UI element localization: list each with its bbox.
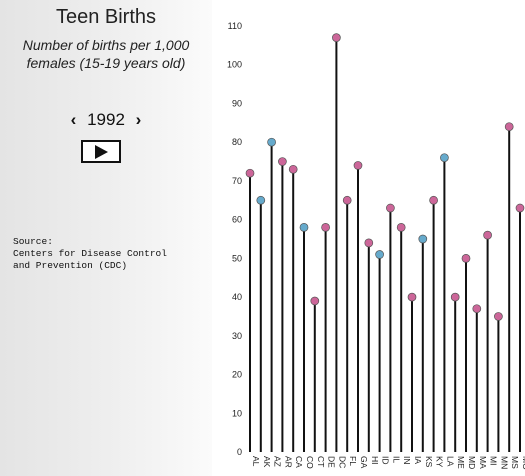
x-tick-label: AR (283, 456, 293, 468)
x-tick-label: HI (370, 456, 380, 465)
dot-mn[interactable] (494, 312, 503, 321)
y-tick-label: 60 (232, 215, 242, 225)
x-tick-label: CT (316, 456, 326, 467)
year-selector: ‹ 1992 › (0, 110, 212, 130)
dot-hi[interactable] (364, 238, 374, 248)
next-year-button[interactable]: › (135, 110, 142, 129)
y-tick-label: 50 (232, 253, 242, 263)
x-tick-label: CA (294, 456, 304, 468)
x-tick-label: MA (478, 456, 488, 469)
x-tick-label: MN (499, 456, 509, 469)
x-tick-label: IA (413, 456, 423, 464)
x-tick-label: GA (359, 456, 369, 469)
y-tick-label: 80 (232, 137, 242, 147)
play-button[interactable] (81, 140, 121, 163)
x-tick-label: MD (467, 456, 477, 469)
x-tick-label: MO (521, 456, 525, 470)
dot-id[interactable] (375, 250, 384, 259)
lollipop-chart: 0 10 20 30 40 50 60 70 80 90 100 110 AL AK AZ AR CA CO CT… (227, 21, 525, 470)
source-line-1: Source: (13, 236, 53, 247)
subtitle-line-1: Number of births per 1,000 (22, 37, 190, 53)
page-subtitle: Number of births per 1,000 females (15-1… (0, 36, 212, 72)
dot-dc[interactable] (332, 33, 341, 42)
y-axis: 0 10 20 30 40 50 60 70 80 90 100 110 (227, 21, 242, 457)
y-tick-label: 90 (232, 98, 242, 108)
dot-mo[interactable] (515, 203, 525, 213)
x-tick-label: MI (489, 456, 499, 465)
x-tick-label: ID (381, 456, 391, 465)
play-icon (95, 145, 108, 159)
x-tick-label: DC (337, 456, 347, 468)
x-tick-label: AL (251, 456, 261, 467)
dot-ms[interactable] (504, 122, 514, 132)
subtitle-line-2: females (15-19 years old) (26, 55, 186, 71)
dot-ma[interactable] (472, 304, 482, 314)
y-tick-label: 0 (237, 447, 242, 457)
x-tick-label: KY (435, 456, 445, 468)
y-tick-label: 70 (232, 176, 242, 186)
y-tick-label: 100 (227, 60, 242, 70)
x-tick-label: KS (424, 456, 434, 468)
x-tick-label: IL (391, 456, 401, 463)
x-tick-label: DE (327, 456, 337, 468)
dot-in[interactable] (396, 223, 406, 232)
dot-md[interactable] (461, 254, 471, 263)
y-tick-label: 10 (232, 408, 242, 418)
sidebar: Teen Births Number of births per 1,000 f… (0, 0, 212, 476)
dot-ar[interactable] (278, 157, 287, 166)
x-tick-label: FL (348, 456, 358, 466)
year-label: 1992 (87, 110, 125, 129)
stems (249, 37, 521, 452)
dot-ks[interactable] (418, 234, 428, 244)
page-title: Teen Births (55, 6, 157, 28)
x-tick-label: CO (305, 456, 315, 469)
x-tick-label: IN (402, 456, 412, 465)
dot-de[interactable] (321, 223, 330, 232)
y-tick-label: 110 (228, 21, 242, 31)
y-tick-label: 40 (232, 292, 242, 302)
dot-me[interactable] (450, 292, 460, 302)
dots (245, 33, 525, 321)
dot-ia[interactable] (407, 292, 417, 302)
x-tick-label: MS (510, 456, 520, 469)
source-note: Source: Centers for Disease Control and Pr… (13, 236, 167, 272)
source-line-2: Centers for Disease Control (13, 248, 167, 259)
dot-ky[interactable] (429, 195, 438, 205)
dot-il[interactable] (386, 203, 395, 213)
dot-al[interactable] (245, 168, 255, 178)
source-line-3: and Prevention (CDC) (13, 260, 128, 271)
dot-ct[interactable] (310, 296, 320, 306)
x-tick-label: LA (445, 456, 455, 467)
x-tick-label: ME (456, 456, 466, 469)
dot-fl[interactable] (342, 195, 352, 205)
x-axis-labels: AL AK AZ AR CA CO CT DE DC FL GA HI ID IL IN IA KS KY LA ME… (251, 456, 525, 470)
dot-az[interactable] (267, 137, 276, 147)
dot-mi[interactable] (483, 230, 492, 240)
prev-year-button[interactable]: ‹ (70, 110, 77, 129)
dot-ak[interactable] (256, 195, 266, 205)
y-tick-label: 30 (232, 331, 242, 341)
dot-la[interactable] (440, 153, 449, 163)
x-tick-label: AK (262, 456, 272, 468)
dot-ga[interactable] (353, 161, 363, 170)
dot-ca[interactable] (288, 164, 298, 174)
x-tick-label: AZ (273, 456, 283, 467)
y-tick-label: 20 (232, 370, 242, 380)
dot-co[interactable] (299, 223, 309, 232)
